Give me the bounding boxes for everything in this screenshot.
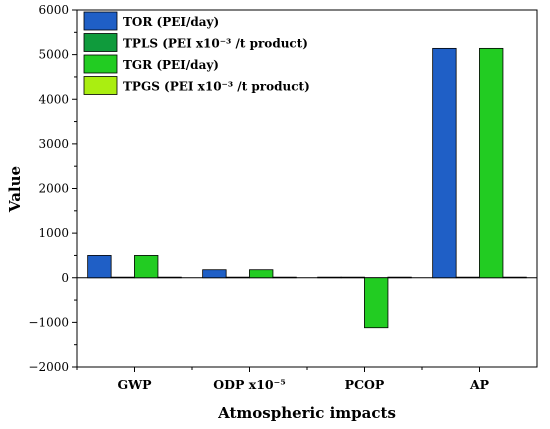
x-tick-label: PCOP	[345, 377, 385, 392]
legend-swatch	[83, 54, 118, 74]
bar	[134, 255, 159, 279]
y-tick-label: 2000	[38, 182, 69, 196]
legend-swatch	[83, 33, 118, 52]
legend-label: TPLS (PEI x10⁻³ /t product)	[123, 37, 308, 51]
y-tick-label: 5000	[38, 48, 69, 62]
x-tick-label: ODP x10⁻⁵	[213, 377, 285, 392]
y-axis-title: Value	[6, 166, 24, 213]
bar	[249, 269, 274, 279]
bar	[364, 277, 389, 329]
bar	[202, 269, 227, 279]
y-tick-label: 0	[61, 271, 69, 285]
x-axis-title: Atmospheric impacts	[217, 404, 396, 422]
bar	[110, 276, 135, 279]
legend-label: TGR (PEI/day)	[123, 58, 219, 72]
x-axis: GWP ODP x10⁻⁵ PCOP AP	[76, 367, 490, 392]
bar	[157, 276, 182, 279]
legend-label: TPGS (PEI x10⁻³ /t product)	[123, 80, 310, 94]
bars	[87, 47, 527, 329]
y-tick-label: 4000	[38, 92, 69, 106]
x-tick-label: AP	[469, 377, 490, 392]
bar	[272, 276, 297, 279]
legend: TOR (PEI/day) TPLS (PEI x10⁻³ /t product)…	[83, 11, 310, 95]
y-tick-label: −1000	[28, 315, 69, 329]
bar	[502, 276, 527, 279]
bar	[317, 276, 342, 279]
y-tick-label: 6000	[38, 3, 69, 17]
legend-swatch	[83, 11, 118, 31]
y-axis: −2000 −1000 0 1000 2000 3000 4000 5000 6000	[28, 3, 77, 374]
legend-swatch	[83, 76, 118, 95]
y-tick-label: 1000	[38, 226, 69, 240]
bar	[225, 276, 250, 279]
bar	[455, 276, 480, 279]
bar	[340, 276, 365, 279]
bar	[479, 47, 504, 279]
bar	[387, 276, 412, 279]
legend-label: TOR (PEI/day)	[123, 15, 219, 29]
bar	[87, 255, 112, 279]
y-tick-label: 3000	[38, 137, 69, 151]
bar	[432, 47, 457, 279]
x-tick-label: GWP	[117, 377, 152, 392]
y-tick-label: −2000	[28, 360, 69, 374]
